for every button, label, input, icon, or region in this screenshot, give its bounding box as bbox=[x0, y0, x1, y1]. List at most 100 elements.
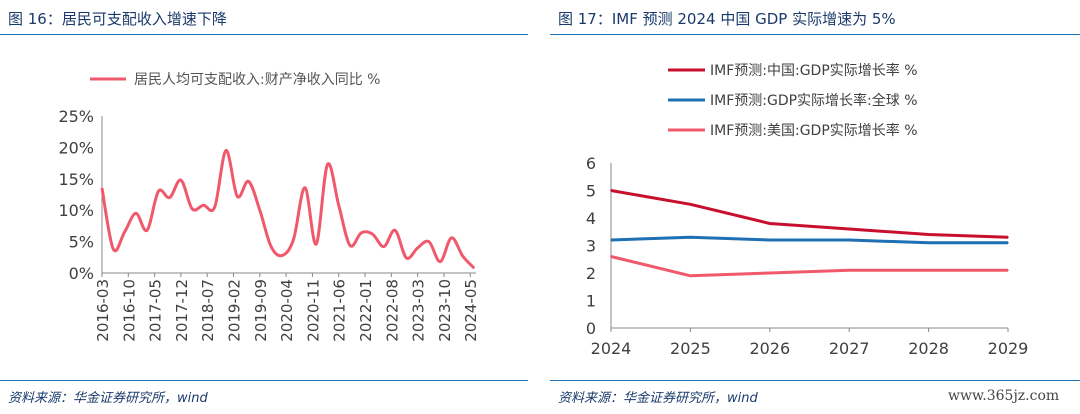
data-point bbox=[383, 245, 385, 248]
data-point bbox=[236, 195, 239, 198]
data-point bbox=[689, 236, 692, 239]
data-point bbox=[191, 208, 193, 210]
y-tick-label: 0 bbox=[586, 319, 596, 338]
data-point bbox=[157, 190, 160, 193]
data-point bbox=[769, 239, 771, 241]
y-tick-label: 1 bbox=[586, 292, 596, 311]
watermark: www.365jz.com bbox=[948, 388, 1060, 404]
x-tick-label: 2018-07 bbox=[199, 279, 217, 342]
data-point bbox=[610, 189, 612, 192]
data-point bbox=[292, 238, 295, 240]
right-title-rule bbox=[550, 34, 1080, 35]
y-tick-label: 5% bbox=[69, 233, 94, 252]
data-point bbox=[225, 149, 227, 152]
y-tick-label: 3 bbox=[586, 237, 596, 256]
left-title-rule bbox=[0, 34, 528, 35]
data-point bbox=[927, 241, 930, 244]
data-point bbox=[848, 269, 850, 272]
data-point bbox=[416, 247, 419, 249]
data-point bbox=[689, 203, 692, 206]
data-point bbox=[1007, 241, 1009, 244]
right-line-chart: IMF预测:中国:GDP实际增长率 % IMF预测:GDP实际增长率:全球 % IM… bbox=[586, 62, 1029, 358]
data-point bbox=[450, 237, 453, 239]
data-point bbox=[371, 233, 374, 235]
x-tick-label: 2022-01 bbox=[357, 279, 375, 342]
data-point bbox=[610, 255, 612, 258]
y-tick-label: 10% bbox=[58, 201, 94, 220]
right-source-note: 资料来源：华金证券研究所，wind bbox=[558, 391, 758, 406]
right-bottom-rule bbox=[550, 380, 1080, 381]
x-tick-label: 2024 bbox=[591, 339, 632, 358]
series-line bbox=[100, 148, 476, 270]
data-point bbox=[473, 267, 475, 269]
x-tick-label: 2019-09 bbox=[252, 279, 270, 342]
data-point bbox=[610, 239, 612, 241]
data-point bbox=[1007, 269, 1009, 272]
data-point bbox=[326, 163, 329, 166]
data-point bbox=[123, 231, 126, 233]
data-point bbox=[927, 269, 930, 272]
data-point bbox=[439, 260, 441, 263]
left-line-chart: 居民人均可支配收入:财产净收入同比 % 0% 5% 10% 15% 20% 25% 2016-… bbox=[58, 72, 480, 342]
legend-label: IMF预测:美国:GDP实际增长率 % bbox=[710, 122, 918, 139]
data-point bbox=[202, 204, 205, 206]
x-tick-label: 2023-10 bbox=[436, 279, 454, 342]
data-point bbox=[146, 229, 148, 232]
data-point bbox=[259, 209, 261, 211]
y-tick-label: 25% bbox=[58, 107, 94, 126]
data-point bbox=[461, 255, 464, 257]
series-line bbox=[610, 189, 1009, 239]
x-tick-label: 2016-10 bbox=[120, 279, 138, 342]
data-point bbox=[394, 229, 396, 232]
data-point bbox=[769, 222, 771, 225]
data-point bbox=[337, 204, 340, 206]
y-tick-label: 0% bbox=[69, 264, 94, 283]
data-point bbox=[360, 232, 363, 234]
data-point bbox=[349, 244, 351, 247]
left-bottom-rule bbox=[0, 380, 528, 381]
data-point bbox=[281, 254, 284, 257]
data-point bbox=[428, 240, 430, 243]
y-tick-label: 20% bbox=[58, 138, 94, 157]
right-figure-title: 图 17：IMF 预测 2024 中国 GDP 实际增速为 5% bbox=[558, 10, 896, 28]
x-tick-label: 2027 bbox=[829, 339, 870, 358]
data-point bbox=[689, 274, 692, 277]
x-tick-label: 2025 bbox=[670, 339, 711, 358]
right-chart-panel: 图 17：IMF 预测 2024 中国 GDP 实际增速为 5% IMF预测:中… bbox=[550, 0, 1080, 414]
legend-label: 居民人均可支配收入:财产净收入同比 % bbox=[134, 72, 380, 88]
x-tick-label: 2020-04 bbox=[278, 279, 296, 342]
y-tick-label: 15% bbox=[58, 170, 94, 189]
x-tick-label: 2023-03 bbox=[410, 279, 428, 342]
data-point bbox=[848, 228, 850, 230]
data-point bbox=[247, 180, 250, 183]
data-point bbox=[180, 179, 182, 181]
data-point bbox=[304, 186, 306, 189]
x-tick-label: 2028 bbox=[908, 339, 949, 358]
x-tick-label: 2016-03 bbox=[94, 279, 112, 342]
x-tick-label: 2026 bbox=[749, 339, 790, 358]
data-point bbox=[213, 206, 216, 208]
data-point bbox=[927, 233, 930, 236]
x-tick-label: 2017-05 bbox=[147, 279, 165, 342]
left-chart-panel: 图 16：居民可支配收入增速下降 居民人均可支配收入:财产净收入同比 % 0% 5%… bbox=[0, 0, 530, 414]
legend-label: IMF预测:GDP实际增长率:全球 % bbox=[710, 92, 918, 109]
y-tick-label: 6 bbox=[586, 154, 596, 173]
data-point bbox=[1007, 236, 1009, 239]
data-point bbox=[769, 272, 771, 274]
legend-label: IMF预测:中国:GDP实际增长率 % bbox=[710, 62, 918, 79]
y-tick-label: 4 bbox=[586, 209, 596, 228]
x-tick-label: 2021-06 bbox=[331, 279, 349, 342]
data-point bbox=[405, 257, 408, 259]
data-point bbox=[168, 196, 171, 199]
y-tick-label: 2 bbox=[586, 264, 596, 283]
y-tick-label: 5 bbox=[586, 182, 596, 201]
x-tick-label: 2024-05 bbox=[462, 279, 480, 342]
left-source-note: 资料来源：华金证券研究所，wind bbox=[8, 391, 208, 406]
data-point bbox=[101, 187, 103, 190]
data-point bbox=[112, 248, 115, 250]
series-line bbox=[610, 255, 1008, 278]
x-tick-label: 2029 bbox=[988, 339, 1029, 358]
data-point bbox=[270, 245, 272, 248]
data-point bbox=[848, 239, 850, 241]
series-line bbox=[610, 235, 1008, 245]
